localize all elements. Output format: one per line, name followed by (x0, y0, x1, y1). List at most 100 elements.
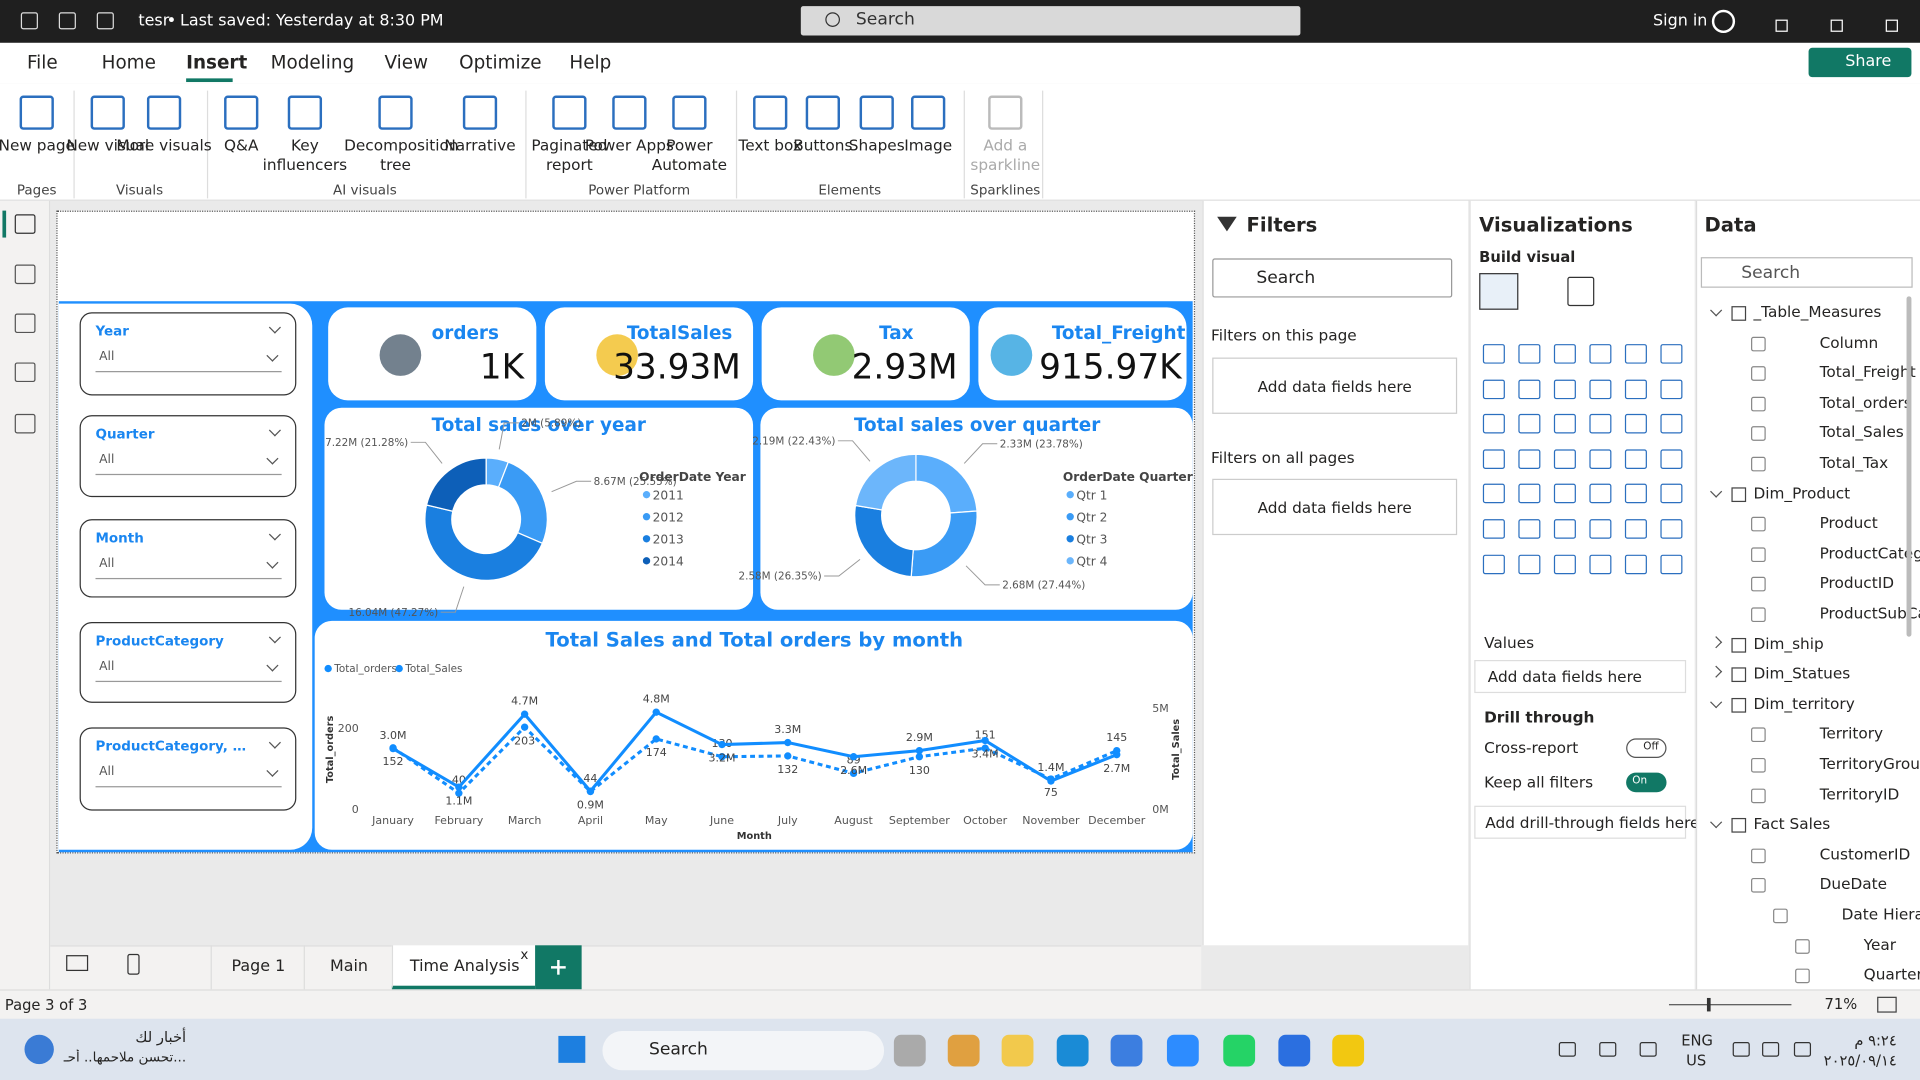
tree-label[interactable]: Dim_Product (1753, 483, 1851, 502)
tree-label[interactable]: Total_Freight (1819, 362, 1916, 382)
ribbon-icon[interactable] (552, 95, 587, 130)
visual-type-icon[interactable] (1518, 344, 1541, 364)
visual-type-icon[interactable] (1589, 554, 1612, 574)
view-icon[interactable] (127, 953, 140, 975)
visual-type-icon[interactable] (1518, 519, 1541, 539)
visual-type-icon[interactable] (1624, 449, 1647, 469)
visual-type-icon[interactable] (1518, 449, 1541, 469)
slicer[interactable]: Month All (79, 519, 297, 598)
taskbar-app[interactable] (1110, 1034, 1143, 1067)
drop-zone[interactable]: Add data fields here (1474, 660, 1687, 694)
field-checkbox[interactable] (1751, 607, 1766, 623)
taskbar-search[interactable]: Search (602, 1031, 885, 1071)
tray-icon[interactable] (1599, 1042, 1617, 1057)
share-button[interactable]: Share (1808, 47, 1912, 78)
field-checkbox[interactable] (1751, 336, 1766, 351)
visual-type-icon[interactable] (1482, 344, 1505, 364)
tree-label[interactable]: ProductID (1819, 573, 1895, 592)
field-checkbox[interactable] (1751, 456, 1766, 472)
field-checkbox[interactable] (1795, 938, 1810, 954)
field-checkbox[interactable] (1751, 848, 1766, 864)
visual-type-icon[interactable] (1589, 449, 1612, 469)
visual-type-icon[interactable] (1589, 379, 1612, 399)
drop-zone[interactable]: Add data fields here (1212, 478, 1458, 536)
visual-type-icon[interactable] (1660, 379, 1683, 399)
tree-label[interactable]: TerritoryID (1819, 784, 1900, 803)
news-icon[interactable] (24, 1034, 54, 1065)
field-checkbox[interactable] (1773, 908, 1788, 924)
tray-icon[interactable] (1639, 1042, 1657, 1057)
tree-label[interactable]: Fact Sales (1753, 814, 1831, 833)
visual-type-icon[interactable] (1624, 379, 1647, 399)
filter-search[interactable]: Search (1212, 258, 1453, 298)
tree-label[interactable]: _Table_Measures (1753, 302, 1882, 321)
visual-type-icon[interactable] (1624, 554, 1647, 574)
fit-icon[interactable] (1877, 996, 1897, 1013)
menu-item[interactable]: Home (101, 51, 156, 74)
visual-type-icon[interactable] (1660, 414, 1683, 434)
view-icon[interactable] (66, 955, 89, 972)
field-checkbox[interactable] (1795, 968, 1810, 984)
ribbon-icon[interactable] (805, 95, 841, 130)
field-checkbox[interactable] (1751, 366, 1766, 382)
field-checkbox[interactable] (1751, 547, 1766, 562)
taskbar-app[interactable] (893, 1034, 926, 1067)
visual-type-icon[interactable] (1482, 449, 1505, 469)
start-button[interactable] (558, 1035, 586, 1063)
tree-label[interactable]: Territory (1819, 724, 1884, 743)
nav-icon[interactable] (14, 214, 36, 234)
visual-type-icon[interactable] (1660, 484, 1683, 504)
zoom-thumb[interactable] (1706, 997, 1711, 1012)
visual-type-icon[interactable] (1553, 344, 1576, 364)
nav-icon[interactable] (14, 264, 36, 285)
search-box[interactable]: Search (800, 6, 1301, 36)
page-tab[interactable]: Main (303, 945, 392, 990)
tree-label[interactable]: CustomerID (1819, 844, 1911, 864)
tray-icon[interactable] (1762, 1042, 1780, 1057)
ribbon-button-label[interactable]: Decomposition tree (344, 135, 459, 174)
visual-type-icon[interactable] (1589, 519, 1612, 539)
ribbon-button-label[interactable]: New page (0, 135, 75, 155)
ribbon-button-label[interactable]: Power Apps (584, 135, 674, 155)
tree-label[interactable]: Year (1863, 935, 1897, 954)
visual-type-icon[interactable] (1553, 414, 1576, 434)
ribbon-button-label[interactable]: Image (904, 135, 953, 155)
language[interactable]: ENG (1681, 1032, 1713, 1050)
slicer[interactable]: ProductCategory All (79, 622, 297, 703)
visual-type-icon[interactable] (1482, 484, 1505, 504)
build-icon[interactable] (1479, 273, 1519, 310)
taskbar-app[interactable] (1278, 1034, 1311, 1067)
tree-label[interactable]: Column (1819, 332, 1879, 351)
menu-item[interactable]: File (26, 51, 58, 74)
nav-icon[interactable] (14, 413, 36, 434)
taskbar-app[interactable] (1223, 1034, 1256, 1067)
ribbon-icon[interactable] (911, 95, 946, 130)
nav-icon[interactable] (14, 313, 36, 334)
ribbon-button-label[interactable]: Shapes (848, 135, 905, 155)
toolbar-icon[interactable] (58, 12, 76, 30)
visual-type-icon[interactable] (1660, 344, 1683, 364)
visual-type-icon[interactable] (1553, 379, 1576, 399)
visual-type-icon[interactable] (1482, 414, 1505, 434)
toolbar-icon[interactable] (96, 12, 114, 30)
menu-item[interactable]: Modeling (270, 51, 355, 74)
ribbon-button-label[interactable]: Q&A (223, 135, 259, 155)
taskbar-app[interactable] (1332, 1034, 1365, 1067)
window-button[interactable] (1830, 19, 1843, 32)
window-button[interactable] (1775, 19, 1788, 32)
toggle[interactable]: Off (1626, 738, 1667, 758)
ribbon-button-label[interactable]: Narrative (444, 135, 516, 155)
visual-type-icon[interactable] (1482, 554, 1505, 574)
field-checkbox[interactable] (1751, 516, 1766, 532)
visual-type-icon[interactable] (1553, 449, 1576, 469)
visual-type-icon[interactable] (1553, 484, 1576, 504)
taskbar-app[interactable] (1001, 1034, 1034, 1067)
slicer[interactable]: ProductCategory, Product... All (79, 727, 297, 811)
menu-item[interactable]: Optimize (459, 51, 542, 74)
ribbon-button-label[interactable]: Paginated report (531, 135, 608, 174)
tree-label[interactable]: Total_Tax (1819, 453, 1889, 472)
menu-item[interactable]: Help (569, 51, 612, 74)
visual-type-icon[interactable] (1589, 344, 1612, 364)
visual-type-icon[interactable] (1624, 414, 1647, 434)
tray-icon[interactable] (1793, 1042, 1812, 1057)
